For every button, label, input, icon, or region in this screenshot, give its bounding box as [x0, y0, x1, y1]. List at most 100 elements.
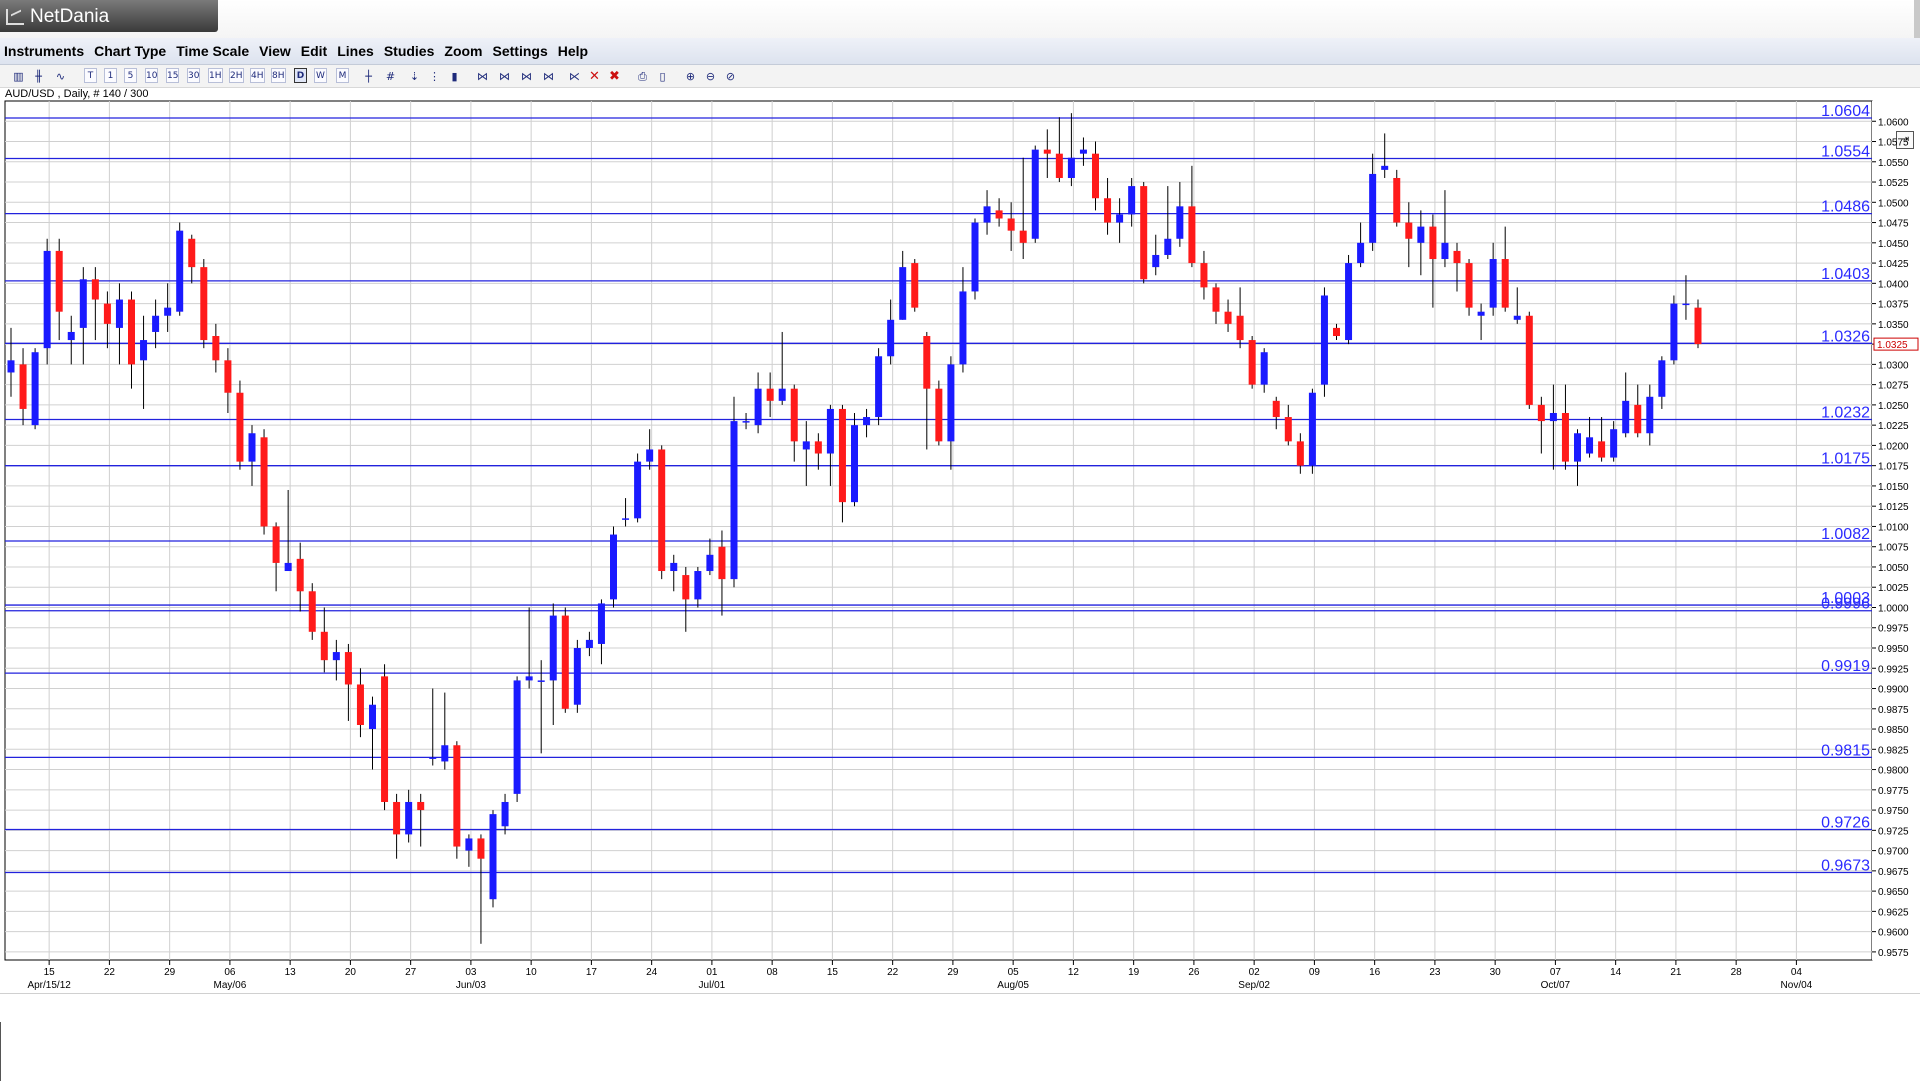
- zoom-in-icon[interactable]: ⊕: [685, 70, 696, 83]
- candle-body[interactable]: [1164, 238, 1172, 255]
- candle-body[interactable]: [694, 571, 702, 600]
- candle-body[interactable]: [1694, 307, 1702, 345]
- candle-body[interactable]: [1333, 327, 1340, 337]
- trendline-icon[interactable]: ⋈: [477, 70, 488, 83]
- candle-body[interactable]: [356, 684, 364, 725]
- candle-body[interactable]: [212, 336, 220, 361]
- candle-body[interactable]: [1031, 149, 1039, 239]
- menu-view[interactable]: View: [259, 43, 291, 59]
- candle-body[interactable]: [1477, 311, 1485, 316]
- candle-body[interactable]: [983, 206, 991, 223]
- plot-area[interactable]: [4, 100, 1873, 961]
- candle-body[interactable]: [7, 360, 15, 373]
- candle-body[interactable]: [634, 461, 642, 519]
- candle-body[interactable]: [200, 267, 208, 341]
- candle-body[interactable]: [911, 263, 919, 308]
- candle-body[interactable]: [344, 652, 352, 685]
- candle-body[interactable]: [585, 639, 593, 649]
- candle-body[interactable]: [308, 591, 316, 632]
- candle-body[interactable]: [1176, 206, 1184, 239]
- candle-body[interactable]: [477, 838, 485, 859]
- candle-body[interactable]: [19, 364, 27, 409]
- crosshair-icon[interactable]: ┼: [365, 70, 372, 83]
- menu-help[interactable]: Help: [557, 43, 589, 59]
- candle-body[interactable]: [55, 250, 63, 312]
- panel-toggle-icon[interactable]: ⇥: [1896, 131, 1914, 149]
- menu-chart-type[interactable]: Chart Type: [94, 43, 167, 59]
- candle-body[interactable]: [1128, 186, 1136, 215]
- bars-icon[interactable]: ▮: [451, 70, 458, 83]
- candle-body[interactable]: [1116, 214, 1124, 223]
- candle-body[interactable]: [863, 417, 871, 426]
- candle-body[interactable]: [43, 250, 51, 349]
- candle-body[interactable]: [188, 238, 196, 268]
- candle-body[interactable]: [128, 299, 135, 365]
- candle-body[interactable]: [923, 336, 931, 389]
- candle-body[interactable]: [1200, 263, 1208, 288]
- candle-body[interactable]: [1140, 186, 1148, 280]
- candle-body[interactable]: [1610, 429, 1618, 458]
- candle-body[interactable]: [1369, 173, 1377, 243]
- candle-body[interactable]: [284, 562, 292, 572]
- grid-icon[interactable]: #: [385, 70, 396, 83]
- candle-body[interactable]: [718, 546, 726, 580]
- channel-icon[interactable]: ⋈: [499, 70, 510, 83]
- candle-body[interactable]: [561, 615, 569, 709]
- candle-body[interactable]: [790, 388, 798, 442]
- candle-body[interactable]: [959, 291, 967, 365]
- menu-lines[interactable]: Lines: [337, 43, 374, 59]
- candle-body[interactable]: [1586, 437, 1594, 454]
- timescale-10-button[interactable]: 10: [145, 68, 159, 83]
- delete-all-icon[interactable]: ✖: [609, 69, 620, 84]
- candle-body[interactable]: [971, 222, 979, 292]
- candle-body[interactable]: [393, 801, 401, 835]
- pitchfork-icon[interactable]: ⋉: [569, 70, 580, 83]
- candle-body[interactable]: [622, 518, 630, 520]
- candle-body[interactable]: [296, 558, 304, 592]
- candle-body[interactable]: [1682, 303, 1690, 306]
- candle-body[interactable]: [573, 648, 581, 705]
- candle-body[interactable]: [1453, 250, 1461, 264]
- candle-body[interactable]: [802, 441, 810, 450]
- candle-body[interactable]: [1212, 287, 1220, 312]
- candle-body[interactable]: [1345, 263, 1353, 341]
- candle-body[interactable]: [67, 331, 75, 341]
- candle-body[interactable]: [814, 441, 822, 454]
- zoom-reset-icon[interactable]: ⊘: [725, 70, 736, 83]
- candle-body[interactable]: [826, 408, 834, 454]
- candle-body[interactable]: [1236, 315, 1244, 341]
- candle-body[interactable]: [1043, 149, 1051, 154]
- timescale-d-button[interactable]: D: [294, 68, 307, 83]
- candle-body[interactable]: [658, 449, 666, 572]
- candle-body[interactable]: [1646, 396, 1654, 434]
- candle-body[interactable]: [597, 603, 605, 644]
- candle-body[interactable]: [176, 230, 184, 312]
- candle-body[interactable]: [754, 388, 762, 426]
- candle-body[interactable]: [899, 267, 907, 320]
- candle-body[interactable]: [887, 319, 895, 357]
- candle-body[interactable]: [706, 554, 714, 572]
- candle-body[interactable]: [947, 364, 955, 442]
- candle-body[interactable]: [1272, 400, 1280, 418]
- candle-body[interactable]: [441, 745, 449, 762]
- candle-body[interactable]: [1489, 259, 1497, 308]
- candle-body[interactable]: [1417, 226, 1425, 243]
- candlestick-chart[interactable]: 1.0600 1.0575 1.0550 1.0525 1.0500 1.0475 1.04…: [0, 98, 1920, 993]
- candle-body[interactable]: [1296, 441, 1304, 466]
- candle-body[interactable]: [260, 437, 268, 527]
- timescale-15-button[interactable]: 15: [166, 68, 180, 83]
- timescale-5-button[interactable]: 5: [124, 68, 137, 83]
- candle-body[interactable]: [164, 307, 172, 316]
- candle-body[interactable]: [429, 757, 437, 759]
- candle-chart-icon[interactable]: ▥: [13, 70, 24, 83]
- candle-body[interactable]: [1634, 404, 1642, 434]
- candle-body[interactable]: [1104, 198, 1112, 223]
- candle-body[interactable]: [465, 838, 473, 851]
- candle-body[interactable]: [1260, 352, 1268, 385]
- candle-body[interactable]: [1513, 315, 1521, 320]
- candle-body[interactable]: [405, 801, 413, 835]
- candle-body[interactable]: [1405, 222, 1413, 239]
- candle-body[interactable]: [103, 303, 111, 324]
- print-icon[interactable]: ⎙: [638, 70, 647, 83]
- candle-body[interactable]: [140, 340, 148, 361]
